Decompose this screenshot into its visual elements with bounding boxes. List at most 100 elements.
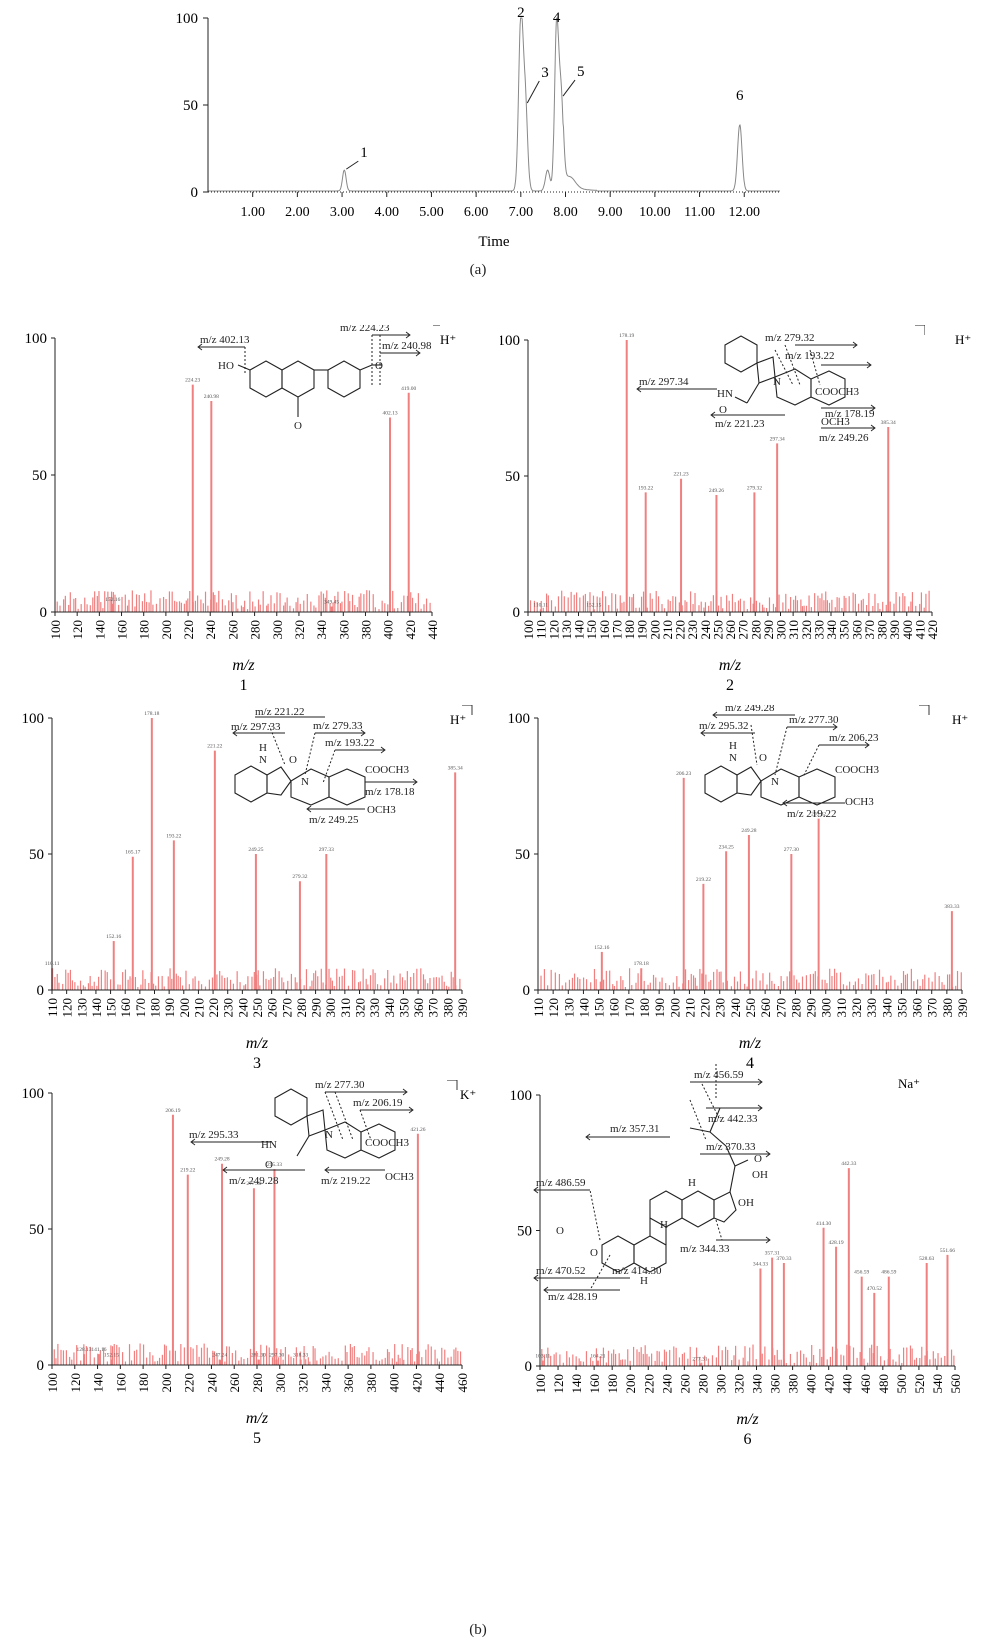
caption-b: (b) [469, 1622, 487, 1638]
ann-3-o: O [289, 754, 297, 766]
spectrum-xtick-label: 300 [713, 1374, 728, 1394]
ann-3-249: m/z 249.25 [309, 814, 359, 826]
spectrum-xtick-label: 160 [597, 620, 612, 640]
ann-6-470: m/z 470.52 [536, 1265, 586, 1277]
spectrum-1-ion: H⁺ [440, 332, 456, 347]
ann-6-456: m/z 456.59 [694, 1069, 744, 1081]
chrom-xtick-label: 1.00 [240, 205, 265, 220]
spectrum-xtick-label: 480 [876, 1374, 891, 1394]
spectrum-2-peak-label: 249.26 [709, 488, 724, 494]
spectrum-xtick-label: 200 [159, 1373, 174, 1393]
ann-4-206: m/z 206.23 [829, 732, 879, 744]
spectrum-4-peak-label: 178.18 [634, 961, 649, 967]
ann-5-206: m/z 206.19 [353, 1097, 403, 1109]
spectrum-4-peak-label: 152.16 [594, 945, 609, 951]
spectrum-xtick-label: 150 [584, 620, 599, 640]
spectrum-1-id: 1 [240, 677, 248, 690]
spectrum-xtick-label: 130 [559, 620, 574, 640]
spectrum-xtick-label: 260 [265, 998, 280, 1018]
spectrum-xtick-label: 380 [940, 998, 955, 1018]
peak-label-4: 4 [553, 10, 561, 26]
spectrum-6-id: 6 [744, 1431, 752, 1448]
spectrum-xtick-label: 220 [206, 998, 221, 1018]
ann-1-240: m/z 240.98 [382, 340, 432, 352]
spectrum-6-peak-label: 370.33 [776, 1256, 791, 1262]
spectrum-xtick-label: 380 [786, 1374, 801, 1394]
spectrum-3-peak-label: 279.32 [292, 874, 307, 880]
spectrum-2-id: 2 [726, 677, 734, 690]
spectrum-xtick-label: 400 [804, 1374, 819, 1394]
ann-3-178: m/z 178.18 [365, 786, 415, 798]
spectrum-xtick-label: 120 [551, 1374, 566, 1394]
spectrum-4-x-title: m/z [739, 1035, 762, 1052]
spectrum-xtick-label: 350 [894, 998, 909, 1018]
spectrum-6-peak-label: 428.19 [829, 1240, 844, 1246]
ann-5-249: m/z 249.28 [229, 1175, 279, 1187]
spectrum-5-chart: 206.19 219.22 249.28 277.30 295.33 421.26 128.… [22, 1086, 477, 1447]
spectrum-ytick-label: 50 [29, 1222, 44, 1238]
spectrum-xtick-label: 460 [858, 1374, 873, 1394]
spectrum-xtick-label: 100 [533, 1374, 548, 1394]
ann-1-o1: O [294, 420, 302, 432]
spectrum-xtick-label: 350 [396, 998, 411, 1018]
spectrum-ytick-label: 0 [40, 605, 48, 621]
spectrum-xtick-label: 380 [875, 620, 890, 640]
chrom-xtick-label: 5.00 [419, 205, 444, 220]
spectrum-xtick-label: 310 [834, 998, 849, 1018]
ann-4-o: O [759, 752, 767, 764]
spectrum-4-peak-label: 234.25 [719, 844, 734, 850]
structure-4: m/z 249.28 m/z 295.32 m/z 277.30 m/z 206… [699, 705, 930, 820]
spectrum-xtick-label: 140 [569, 1374, 584, 1394]
spectrum-xtick-label: 200 [177, 998, 192, 1018]
spectrum-5-peak-label: 295.33 [267, 1162, 282, 1168]
chrom-xtick-label: 11.00 [684, 205, 715, 220]
spectrum-xtick-label: 410 [912, 620, 927, 640]
spectrum-4-peak-label: 277.30 [784, 847, 799, 853]
spectrum-xtick-label: 140 [92, 620, 107, 640]
spectrum-xtick-label: 230 [713, 998, 728, 1018]
ann-6-370: m/z 370.33 [706, 1141, 756, 1153]
spectrum-xtick-label: 140 [89, 998, 104, 1018]
spectrum-xtick-label: 260 [677, 1374, 692, 1394]
chrom-ytick-label: 100 [176, 11, 199, 27]
spectrum-xtick-label: 280 [248, 620, 263, 640]
spectrum-xtick-label: 240 [698, 620, 713, 640]
ann-6-oh: OH [752, 1169, 768, 1181]
spectrum-xtick-label: 360 [341, 1373, 356, 1393]
spectrum-3-peak-label: 249.25 [248, 847, 263, 853]
structure-5: m/z 277.30 m/z 206.19 m/z 295.33 HN N CO… [189, 1080, 458, 1187]
spectrum-xtick-label: 240 [728, 998, 743, 1018]
spectrum-xtick-label: 390 [955, 998, 970, 1018]
spectrum-xtick-label: 260 [225, 620, 240, 640]
spectrum-6-peak-label: 357.31 [765, 1251, 780, 1257]
spectrum-xtick-label: 140 [576, 998, 591, 1018]
spectrum-3-peak-label: 297.33 [319, 847, 334, 853]
spectrum-xtick-label: 220 [641, 1374, 656, 1394]
spectrum-xtick-label: 110 [531, 998, 546, 1017]
spectrum-6-peak-label: 551.66 [940, 1248, 955, 1254]
spectrum-xtick-label: 290 [761, 620, 776, 640]
spectrum-xtick-label: 200 [159, 620, 174, 640]
spectrum-xtick-label: 150 [104, 998, 119, 1018]
spectrum-2-peak-label: 385.34 [881, 420, 896, 426]
spectrum-ytick-label: 100 [25, 331, 48, 347]
spectrum-xtick-label: 220 [181, 620, 196, 640]
spectrum-xtick-label: 330 [864, 998, 879, 1018]
ann-5-295: m/z 295.33 [189, 1129, 239, 1141]
spectrum-xtick-label: 170 [609, 620, 624, 640]
spectrum-xtick-label: 210 [682, 998, 697, 1018]
chrom-x-title: Time [478, 234, 509, 250]
spectrum-6-x-title: m/z [736, 1411, 759, 1428]
chrom-xtick-label: 9.00 [598, 205, 623, 220]
spectrum-xtick-label: 190 [635, 620, 650, 640]
spectrum-xtick-label: 320 [799, 620, 814, 640]
spectrum-xtick-label: 300 [774, 620, 789, 640]
ann-6-442: m/z 442.33 [708, 1113, 758, 1125]
spectrum-xtick-label: 180 [622, 620, 637, 640]
spectrum-xtick-label: 360 [336, 620, 351, 640]
spectrum-xtick-label: 190 [652, 998, 667, 1018]
spectrum-6-peak-label: 164.21 [590, 1354, 605, 1360]
spectrum-xtick-label: 180 [137, 620, 152, 640]
spectrum-xtick-label: 210 [191, 998, 206, 1018]
